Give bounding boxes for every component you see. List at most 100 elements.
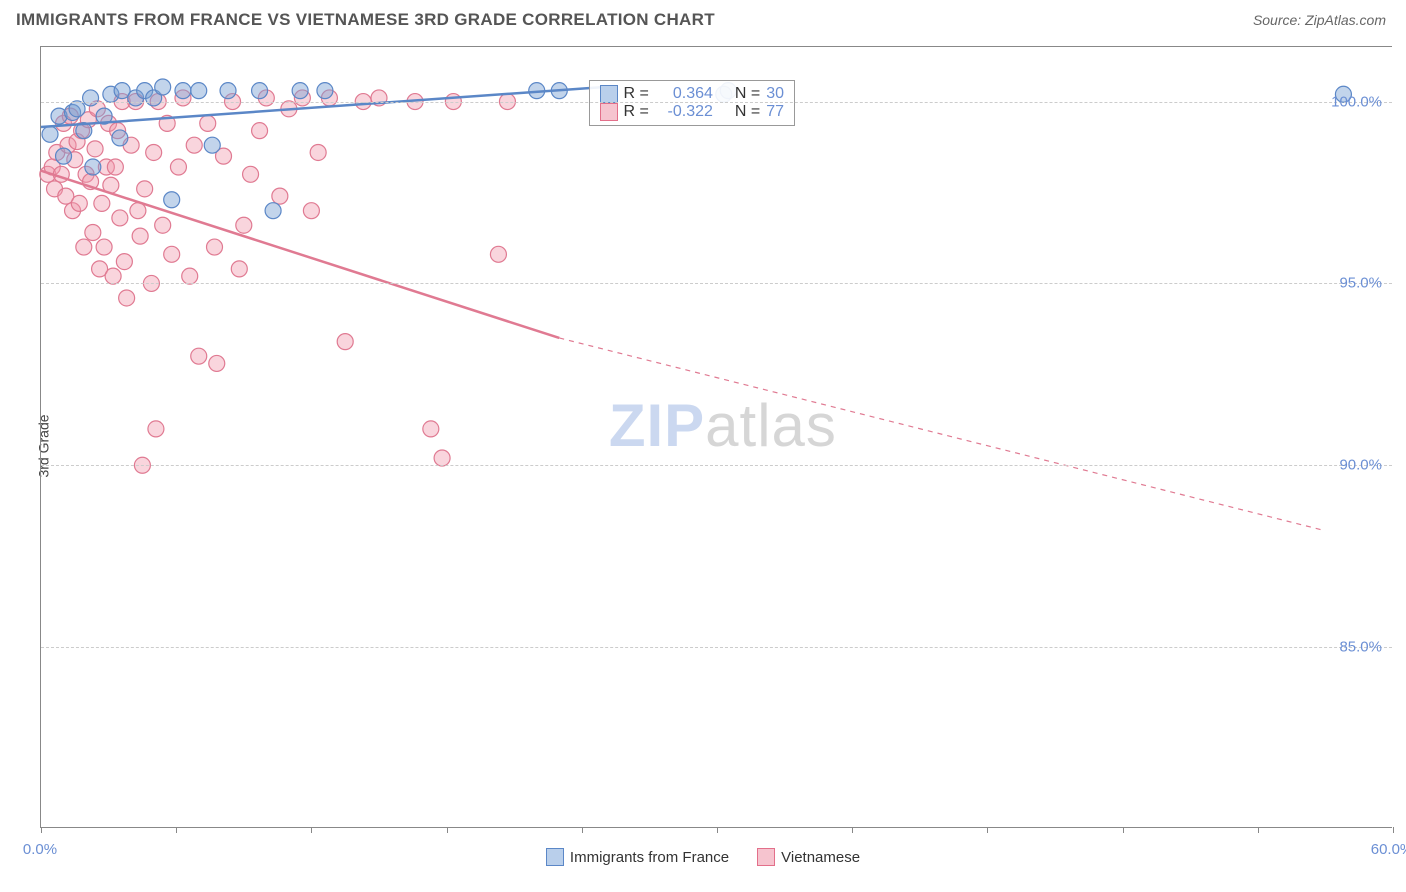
r-label: R =	[624, 103, 649, 121]
plot-area: ZIPatlas R =0.364N =30R =-0.322N =77 85.…	[40, 46, 1392, 828]
pink-point	[272, 188, 288, 204]
r-value: -0.322	[655, 103, 713, 121]
legend-label: Vietnamese	[781, 849, 860, 866]
pink-point	[209, 355, 225, 371]
y-tick-label: 90.0%	[1339, 457, 1382, 474]
x-tick	[176, 827, 177, 833]
pink-point	[130, 203, 146, 219]
x-tick-label: 0.0%	[23, 841, 57, 858]
y-tick-label: 95.0%	[1339, 275, 1382, 292]
legend-row: R = 0.364 N = 30	[600, 85, 784, 103]
correlation-legend: R = 0.364 N = 30 R = -0.322 N = 77	[589, 80, 795, 126]
blue-point	[317, 83, 333, 99]
n-value: 30	[766, 85, 784, 103]
gridline-h	[41, 102, 1392, 103]
blue-point	[252, 83, 268, 99]
pink-point	[119, 290, 135, 306]
chart-title: IMMIGRANTS FROM FRANCE VS VIETNAMESE 3RD…	[16, 10, 715, 29]
pink-point	[164, 246, 180, 262]
gridline-h	[41, 465, 1392, 466]
blue-point	[175, 83, 191, 99]
legend-swatch	[600, 85, 618, 103]
x-tick	[1393, 827, 1394, 833]
pink-point	[96, 239, 112, 255]
pink-point	[434, 450, 450, 466]
blue-point	[164, 192, 180, 208]
legend-swatch	[546, 848, 564, 866]
pink-point	[105, 268, 121, 284]
legend-label: Immigrants from France	[570, 849, 729, 866]
blue-point	[112, 130, 128, 146]
source-attribution: Source: ZipAtlas.com	[1253, 12, 1386, 28]
x-tick	[582, 827, 583, 833]
source-prefix: Source:	[1253, 12, 1305, 28]
pink-point	[200, 115, 216, 131]
pink-point	[116, 254, 132, 270]
pink-point	[71, 195, 87, 211]
blue-point	[42, 126, 58, 142]
x-tick	[1123, 827, 1124, 833]
pink-point	[87, 141, 103, 157]
pink-point	[423, 421, 439, 437]
pink-point	[155, 217, 171, 233]
x-tick	[717, 827, 718, 833]
pink-point	[243, 166, 259, 182]
blue-point	[204, 137, 220, 153]
x-tick	[311, 827, 312, 833]
blue-point	[155, 79, 171, 95]
n-label: N =	[735, 103, 760, 121]
pink-point	[107, 159, 123, 175]
blue-point	[265, 203, 281, 219]
legend-swatch	[757, 848, 775, 866]
pink-trendline	[41, 171, 559, 338]
n-label: N =	[735, 85, 760, 103]
pink-point	[231, 261, 247, 277]
pink-point	[85, 224, 101, 240]
x-tick	[447, 827, 448, 833]
series-legend: Immigrants from France Vietnamese	[0, 848, 1406, 870]
pink-point	[137, 181, 153, 197]
blue-point	[292, 83, 308, 99]
pink-point	[76, 239, 92, 255]
n-value: 77	[766, 103, 784, 121]
pink-trendline-dashed	[559, 338, 1325, 531]
pink-point	[94, 195, 110, 211]
r-label: R =	[624, 85, 649, 103]
blue-point	[191, 83, 207, 99]
x-tick	[41, 827, 42, 833]
legend-row: R = -0.322 N = 77	[600, 103, 784, 121]
blue-point	[83, 90, 99, 106]
pink-point	[170, 159, 186, 175]
pink-point	[132, 228, 148, 244]
legend-swatch	[600, 103, 618, 121]
pink-point	[186, 137, 202, 153]
blue-point	[220, 83, 236, 99]
y-tick-label: 85.0%	[1339, 639, 1382, 656]
x-tick	[852, 827, 853, 833]
legend-item: Immigrants from France	[546, 848, 729, 866]
pink-point	[146, 144, 162, 160]
pink-point	[490, 246, 506, 262]
pink-point	[303, 203, 319, 219]
pink-point	[252, 123, 268, 139]
x-tick	[1258, 827, 1259, 833]
gridline-h	[41, 283, 1392, 284]
source-name: ZipAtlas.com	[1305, 12, 1386, 28]
pink-point	[112, 210, 128, 226]
y-tick-label: 100.0%	[1331, 93, 1382, 110]
pink-point	[337, 334, 353, 350]
chart-svg	[41, 47, 1392, 827]
pink-point	[236, 217, 252, 233]
pink-point	[148, 421, 164, 437]
blue-point	[85, 159, 101, 175]
x-tick	[987, 827, 988, 833]
x-tick-label: 60.0%	[1371, 841, 1406, 858]
pink-point	[310, 144, 326, 160]
blue-point	[56, 148, 72, 164]
pink-point	[191, 348, 207, 364]
gridline-h	[41, 647, 1392, 648]
legend-item: Vietnamese	[757, 848, 860, 866]
r-value: 0.364	[655, 85, 713, 103]
blue-point	[69, 101, 85, 117]
pink-point	[207, 239, 223, 255]
